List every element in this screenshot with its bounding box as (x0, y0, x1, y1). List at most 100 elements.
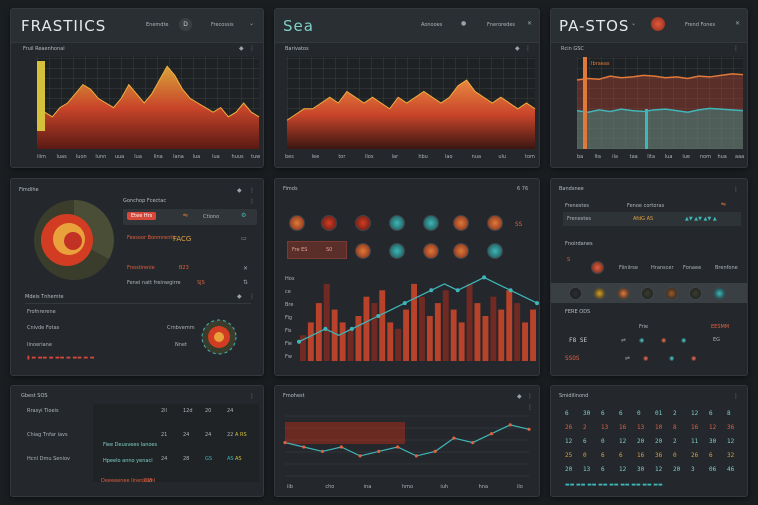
record-icon[interactable]: ◉ (669, 355, 675, 362)
settings-icon[interactable]: ⚙ (241, 212, 247, 219)
legend-label: Ibraeas (591, 61, 610, 67)
more-icon[interactable]: ⋮ (527, 393, 533, 400)
circle-button[interactable] (355, 243, 371, 259)
toggle-label[interactable]: Fonaee (683, 265, 702, 271)
more-icon[interactable]: ⋮ (249, 293, 255, 300)
more-icon[interactable]: ⋮ (249, 187, 255, 194)
bar-chart (297, 275, 539, 361)
header-link[interactable]: Fneroredes (487, 22, 516, 28)
more-icon[interactable]: ⋮ (527, 404, 533, 411)
series-point (358, 454, 362, 458)
grid-cell: 12 (565, 438, 573, 445)
series-line (576, 107, 744, 113)
circle-button[interactable] (423, 215, 439, 231)
header-link[interactable]: Frecossis (211, 22, 234, 28)
chevron-icon[interactable]: ⌄ (249, 20, 255, 27)
header-link[interactable]: Aonooes (421, 22, 443, 28)
area-series (37, 66, 259, 149)
circle-button[interactable] (713, 287, 726, 300)
toggle-label[interactable]: Hranscer (651, 265, 674, 271)
header-link[interactable]: Enemdte (146, 22, 169, 28)
pin-icon[interactable]: ◆ (239, 45, 244, 52)
mini-donut (201, 319, 237, 355)
more-icon[interactable]: ⋮ (249, 198, 255, 205)
circle-button[interactable] (487, 243, 503, 259)
row-label: Fnostirenie (127, 265, 155, 271)
swap-icon[interactable]: ⇋ (721, 201, 727, 208)
more-icon[interactable]: ⋮ (525, 45, 531, 52)
circle-button[interactable] (569, 287, 582, 300)
circle-button[interactable] (453, 215, 469, 231)
close-icon[interactable]: ✕ (735, 20, 741, 27)
grid-cell: 20 (673, 466, 681, 473)
trend-point (297, 339, 301, 344)
record-icon[interactable]: ● (461, 20, 467, 27)
series-point (377, 449, 381, 453)
circle-button[interactable] (617, 287, 630, 300)
arrow-icon[interactable]: ⇌ (625, 355, 631, 362)
series-point (527, 427, 531, 431)
record-icon[interactable]: ◉ (681, 337, 687, 344)
panel-fimdihe: Fimdihe Gonchop Fcectac ◆ ⋮ ⋮ Etee Hrs ⇋… (10, 178, 264, 376)
more-icon[interactable]: ⋮ (733, 45, 739, 52)
more-icon[interactable]: ⋮ (249, 393, 255, 400)
chevron-icon[interactable]: ⌄ (631, 20, 637, 27)
grid-cell: 12 (691, 410, 699, 417)
circle-button[interactable] (389, 243, 405, 259)
more-icon[interactable]: ⋮ (733, 186, 739, 193)
row-marker: S (567, 257, 571, 263)
footer-value: 205 (143, 478, 153, 484)
circle-button[interactable] (665, 287, 678, 300)
pin-icon[interactable]: ◆ (517, 393, 522, 400)
row-button[interactable]: Etee Hrs (127, 212, 157, 220)
bar (506, 290, 513, 361)
cell: 2ll (161, 408, 167, 414)
record-icon[interactable] (651, 17, 665, 31)
row-highlight: Frenestes AfdG AS ▲▼ ▲▼ ▲▼ ▲ (563, 212, 741, 226)
more-icon[interactable]: ⋮ (733, 393, 739, 400)
circle-button[interactable] (487, 215, 503, 231)
close-icon[interactable]: ✕ (527, 20, 533, 27)
toggle-label[interactable]: Brenfone (715, 265, 738, 271)
circle-button[interactable] (453, 243, 469, 259)
line-chart (576, 57, 744, 149)
expand-icon[interactable]: ▭ (241, 235, 247, 242)
header-icons[interactable]: 6 76 (517, 186, 529, 192)
footer-link[interactable]: Deeeeenee Iinensianl (101, 478, 156, 484)
panel-sea: Sea Aonooes ● Fneroredes ✕ Barivatos ◆ ⋮… (274, 8, 540, 168)
circle-button[interactable] (641, 287, 654, 300)
more-icon[interactable]: ⋮ (249, 45, 255, 52)
circle-button[interactable] (289, 215, 305, 231)
pin-icon[interactable]: ◆ (237, 293, 242, 300)
series-point (283, 441, 287, 445)
record-icon[interactable]: ◉ (661, 337, 667, 344)
circle-button[interactable] (321, 215, 337, 231)
swap-icon[interactable]: ⇋ (183, 212, 189, 219)
record-icon[interactable]: ◉ (691, 355, 697, 362)
toggle-label[interactable]: Fiiniirse (619, 265, 638, 271)
circle-button[interactable] (689, 287, 702, 300)
arrow-icon[interactable]: ⇌ (621, 337, 627, 344)
bar (379, 290, 386, 361)
grid-cell: 16 (619, 424, 627, 431)
pin-icon[interactable]: ◆ (237, 187, 242, 194)
record-icon[interactable]: ◉ (643, 355, 649, 362)
pin-icon[interactable]: ◆ (515, 45, 520, 52)
grid-cell: 20 (637, 438, 645, 445)
circle-button[interactable] (355, 215, 371, 231)
header-button[interactable]: D (179, 18, 192, 31)
circle-button[interactable] (593, 287, 606, 300)
grid-cell: 16 (637, 452, 645, 459)
selected-range[interactable]: Fre ES S0 (287, 241, 347, 259)
record-button[interactable] (591, 261, 604, 274)
grid-cell: 30 (583, 410, 591, 417)
circle-button[interactable] (423, 243, 439, 259)
cell-value: A RS (235, 432, 247, 438)
section-subtitle: Frofnrerene (27, 309, 56, 315)
header-link[interactable]: Frend Fones (685, 22, 716, 28)
circle-button[interactable] (389, 215, 405, 231)
bar (482, 316, 489, 361)
sort-icon[interactable]: ⇅ (243, 279, 249, 286)
record-icon[interactable]: ◉ (639, 337, 645, 344)
close-icon[interactable]: ✕ (243, 265, 249, 272)
